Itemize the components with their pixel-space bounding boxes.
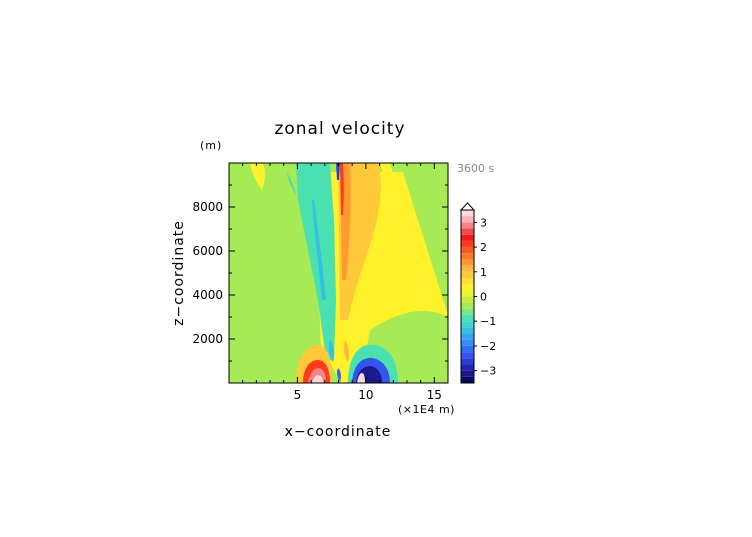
- y-unit-label: (m): [200, 139, 222, 152]
- y-tick-label: 4000: [192, 288, 223, 302]
- colorbar-overflow-triangle: [459, 202, 476, 211]
- field-region-center-cyan-blob: [329, 340, 334, 362]
- colorbar-swatch: [461, 327, 474, 334]
- colorbar-swatch: [461, 321, 474, 328]
- colorbar-swatch: [461, 308, 474, 316]
- colorbar-swatch: [461, 216, 474, 223]
- heatmap-field: [229, 163, 448, 383]
- y-tick-label: 6000: [192, 244, 223, 258]
- x-axis-label: x−coordinate: [285, 424, 392, 440]
- colorbar-swatch: [461, 315, 474, 322]
- colorbar-swatch: [461, 259, 474, 266]
- field-region-upper-yellow-left: [250, 163, 265, 190]
- y-tick-label: 8000: [192, 200, 223, 214]
- colorbar: 3 2 1 0 −1 −2 −3: [459, 202, 496, 384]
- colorbar-swatch: [461, 290, 474, 297]
- colorbar-tick-label: −3: [480, 365, 496, 378]
- colorbar-tick-label: 3: [480, 216, 487, 229]
- x-axis: 5 10 15: [242, 163, 449, 402]
- colorbar-swatch: [461, 253, 474, 260]
- colorbar-swatch: [461, 265, 474, 272]
- x-tick-label: 15: [427, 388, 442, 402]
- colorbar-swatch: [461, 302, 474, 309]
- y-axis: 2000 4000 6000 8000: [192, 184, 448, 362]
- colorbar-tick-label: 0: [480, 291, 487, 304]
- colorbar-swatch: [461, 234, 474, 241]
- field-region-right-low-white: [357, 373, 365, 383]
- colorbar-swatch: [461, 284, 474, 291]
- field-region-blue-top: [336, 163, 340, 180]
- x-unit-label: (×1E4 m): [398, 403, 455, 416]
- colorbar-swatch: [461, 296, 474, 303]
- colorbar-swatch: [461, 358, 474, 365]
- colorbar-swatch: [461, 352, 474, 359]
- field-region-upper-yellow-right: [380, 163, 393, 190]
- field-region-center-orange-blob: [344, 340, 349, 362]
- field-region-cyan-plume: [296, 163, 336, 360]
- colorbar-swatch: [461, 277, 474, 285]
- colorbar-tick-label: −2: [480, 340, 496, 353]
- field-region-center-blue-dot: [336, 368, 342, 382]
- colorbar-swatch: [461, 333, 474, 340]
- field-region-center-yellow-blob: [335, 345, 340, 368]
- chart-title: zonal velocity: [274, 119, 405, 139]
- time-label: 3600 s: [457, 162, 494, 175]
- colorbar-swatch: [461, 271, 474, 278]
- field-region-blue-streak: [312, 200, 326, 300]
- y-axis-label: z−coordinate: [171, 220, 187, 326]
- colorbar-swatch: [461, 370, 474, 377]
- field-region-red-core: [340, 163, 344, 215]
- colorbar-swatch: [461, 228, 474, 235]
- colorbar-swatch: [461, 339, 474, 346]
- colorbar-swatch: [461, 240, 474, 248]
- colorbar-swatch: [461, 345, 474, 353]
- colorbar-tick-label: 2: [480, 241, 487, 254]
- x-tick-label: 5: [294, 388, 302, 402]
- field-region-left-low-white: [312, 375, 323, 383]
- colorbar-swatch: [461, 247, 474, 254]
- colorbar-swatch: [461, 222, 474, 229]
- colorbar-swatch: [461, 364, 474, 371]
- colorbar-tick-label: 1: [480, 266, 487, 279]
- colorbar-swatch: [461, 210, 474, 217]
- colorbar-tick-label: −1: [480, 315, 496, 328]
- x-tick-label: 10: [358, 388, 373, 402]
- field-region-cyan-left-lobe: [287, 172, 296, 195]
- colorbar-swatch: [461, 376, 474, 383]
- y-tick-label: 2000: [192, 332, 223, 346]
